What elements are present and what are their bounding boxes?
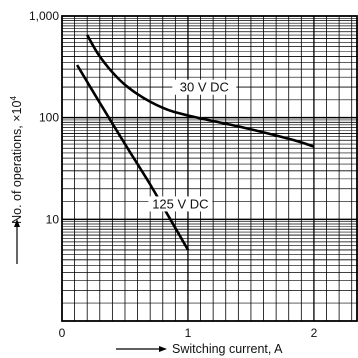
series-label-125-v-dc: 125 V DC — [152, 196, 208, 211]
x-axis-arrow — [116, 346, 167, 352]
x-axis-label: Switching current, A — [172, 342, 283, 356]
y-tick-label: 100 — [39, 111, 59, 125]
y-tick-label: 10 — [46, 212, 60, 226]
x-tick-label: 1 — [185, 326, 192, 340]
x-tick-label: 0 — [59, 326, 66, 340]
series-label-bg — [172, 79, 237, 95]
grid — [62, 16, 358, 321]
series-label-bg — [148, 196, 213, 212]
series-layer: 30 V DC 125 V DC — [75, 34, 315, 251]
series-label-30-v-dc: 30 V DC — [180, 80, 229, 95]
series-line-30-v-dc — [86, 34, 315, 148]
plot-frame — [61, 15, 358, 322]
y-axis-label-text: No. of operations, ×10 — [10, 101, 24, 224]
y-tick-label: 1,000 — [29, 9, 59, 23]
y-axis-label-group: No. of operations, ×104 — [9, 96, 24, 224]
x-tick-label: 2 — [311, 326, 318, 340]
y-tick-labels: 10 100 1,000 — [29, 9, 59, 226]
y-axis-arrow — [14, 219, 20, 264]
series-line-125-v-dc — [75, 64, 190, 251]
y-axis-label-exponent: 4 — [9, 96, 18, 101]
y-axis-label: No. of operations, ×104 — [9, 96, 24, 224]
x-tick-labels: 0 1 2 — [59, 326, 318, 340]
